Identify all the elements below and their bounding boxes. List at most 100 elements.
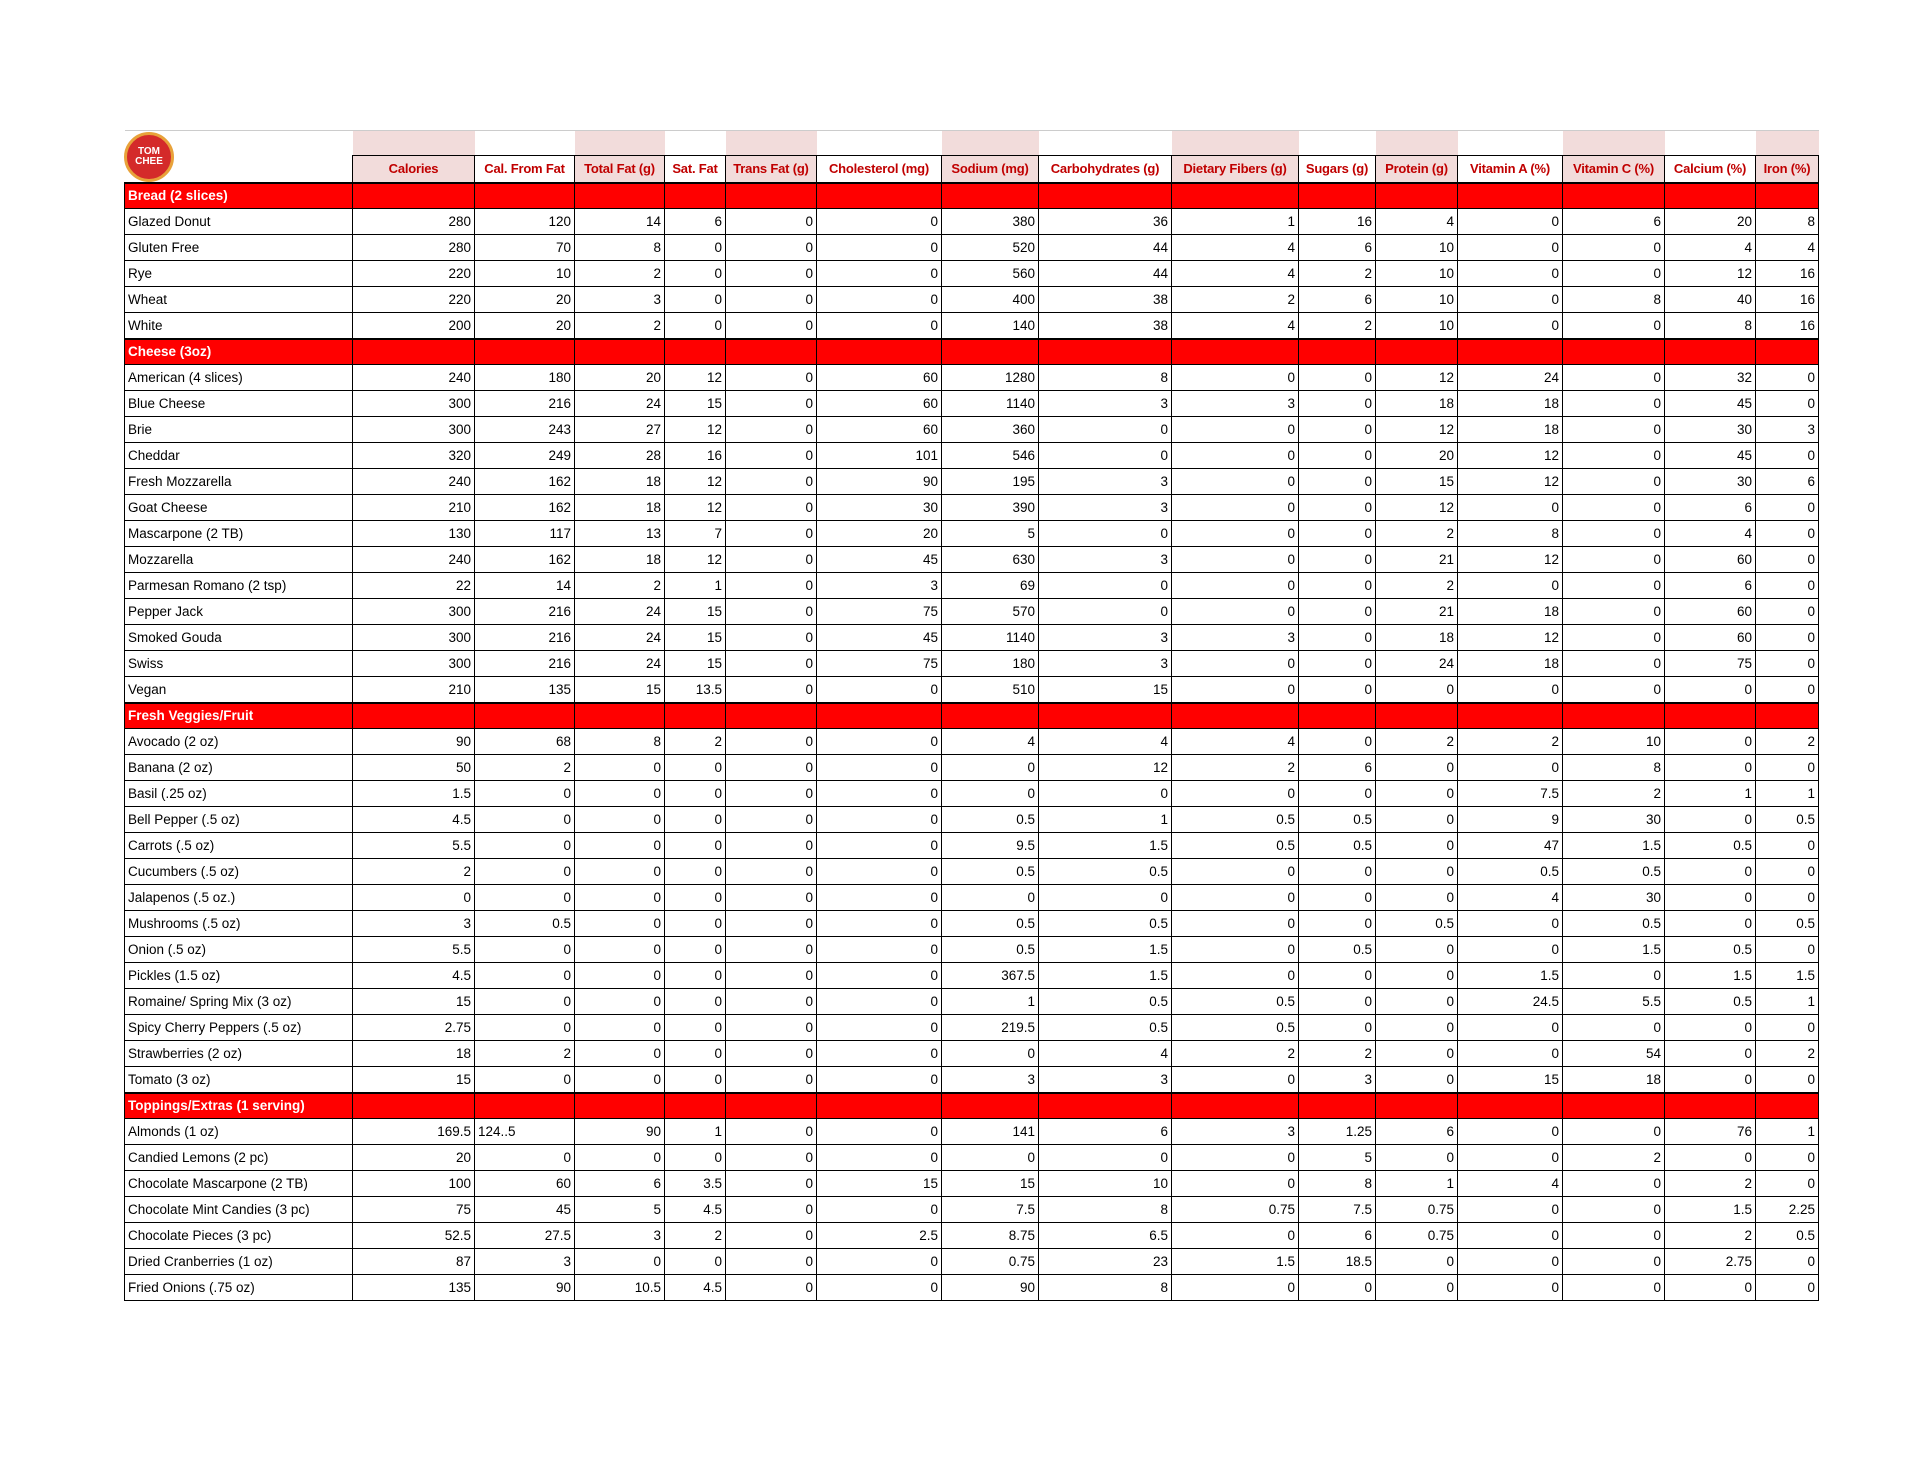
- value-cell: 0: [1755, 754, 1819, 781]
- value-cell: 5: [1298, 1144, 1376, 1171]
- value-cell: 2: [1171, 286, 1299, 313]
- value-cell: 2: [574, 572, 665, 599]
- section-cell: [1375, 701, 1458, 729]
- value-cell: 0: [1562, 364, 1665, 391]
- value-cell: 0: [574, 936, 665, 963]
- value-cell: 12: [1457, 468, 1563, 495]
- value-cell: 1: [941, 988, 1039, 1015]
- item-name: Chocolate Mint Candies (3 pc): [124, 1196, 353, 1223]
- value-cell: 16: [1755, 286, 1819, 313]
- value-cell: 52.5: [352, 1222, 475, 1249]
- value-cell: 2: [1375, 520, 1458, 547]
- value-cell: 240: [352, 364, 475, 391]
- value-cell: 16: [1755, 260, 1819, 287]
- value-cell: 220: [352, 286, 475, 313]
- value-cell: 18: [1457, 390, 1563, 417]
- item-name: Fried Onions (.75 oz): [124, 1274, 353, 1301]
- value-cell: 0: [941, 884, 1039, 911]
- value-cell: 0: [1171, 520, 1299, 547]
- value-cell: 18: [1375, 390, 1458, 417]
- value-cell: 0: [725, 1170, 817, 1197]
- section-header-row: Fresh Veggies/Fruit: [124, 701, 1819, 729]
- value-cell: 0: [816, 312, 942, 339]
- value-cell: 0: [1755, 546, 1819, 573]
- value-cell: 5.5: [352, 936, 475, 963]
- value-cell: 8: [1038, 1196, 1172, 1223]
- value-cell: 20: [352, 1144, 475, 1171]
- value-cell: 0: [1298, 442, 1376, 469]
- item-name: Spicy Cherry Peppers (.5 oz): [124, 1014, 353, 1041]
- value-cell: 0: [1171, 676, 1299, 703]
- value-cell: 2: [474, 1040, 575, 1067]
- value-cell: 0: [725, 988, 817, 1015]
- section-cell: [1375, 1091, 1458, 1119]
- value-cell: 27.5: [474, 1222, 575, 1249]
- value-cell: 0: [1755, 884, 1819, 911]
- value-cell: 0: [1298, 910, 1376, 937]
- value-cell: 0: [1562, 1014, 1665, 1041]
- table-row: Fresh Mozzarella 240 162 18 12 0 90 195 3 0 0 15 12 0…: [124, 468, 1819, 495]
- value-cell: 21: [1375, 546, 1458, 573]
- value-cell: 0: [1038, 520, 1172, 547]
- header-spacer-cell: [1457, 130, 1563, 156]
- value-cell: 1140: [941, 624, 1039, 651]
- value-cell: 0: [1664, 1144, 1756, 1171]
- value-cell: 0: [1755, 936, 1819, 963]
- value-cell: 0: [1755, 364, 1819, 391]
- value-cell: 0: [1755, 390, 1819, 417]
- value-cell: 162: [474, 546, 575, 573]
- section-cell: [1457, 337, 1563, 365]
- value-cell: 0.5: [1755, 1222, 1819, 1249]
- value-cell: 0.5: [1755, 806, 1819, 833]
- value-cell: 0: [1755, 1014, 1819, 1041]
- header-spacer-cell: [1375, 130, 1458, 156]
- value-cell: 0: [816, 234, 942, 261]
- value-cell: 0: [1298, 884, 1376, 911]
- value-cell: 6: [1375, 1118, 1458, 1145]
- value-cell: 0: [1664, 884, 1756, 911]
- item-name: Basil (.25 oz): [124, 780, 353, 807]
- value-cell: 1.5: [1664, 962, 1756, 989]
- value-cell: 0.75: [1171, 1196, 1299, 1223]
- value-cell: 0: [725, 494, 817, 521]
- value-cell: 0: [1562, 650, 1665, 677]
- value-cell: 0.75: [1375, 1222, 1458, 1249]
- value-cell: 0: [725, 1196, 817, 1223]
- table-row: Blue Cheese 300 216 24 15 0 60 1140 3 3 0 18 18 0 45 0: [124, 390, 1819, 417]
- value-cell: 4: [1664, 234, 1756, 261]
- value-cell: 0: [1755, 572, 1819, 599]
- section-cell: [816, 1091, 942, 1119]
- value-cell: 12: [1375, 416, 1458, 443]
- value-cell: 0: [574, 1066, 665, 1093]
- value-cell: 240: [352, 468, 475, 495]
- column-header: Iron (%): [1755, 155, 1819, 183]
- value-cell: 0: [1457, 754, 1563, 781]
- value-cell: 0: [1171, 910, 1299, 937]
- value-cell: 0: [725, 858, 817, 885]
- table-row: Cucumbers (.5 oz) 2 0 0 0 0 0 0.5 0.5 0 0 0 0.5 0.5 0 0: [124, 858, 1819, 885]
- value-cell: 10: [1375, 260, 1458, 287]
- value-cell: 0: [725, 520, 817, 547]
- value-cell: 60: [816, 416, 942, 443]
- value-cell: 0: [664, 832, 726, 859]
- value-cell: 0: [1171, 1144, 1299, 1171]
- value-cell: 8: [1755, 208, 1819, 235]
- item-name: Goat Cheese: [124, 494, 353, 521]
- value-cell: 9: [1457, 806, 1563, 833]
- value-cell: 280: [352, 208, 475, 235]
- value-cell: 0: [574, 988, 665, 1015]
- value-cell: 0: [664, 754, 726, 781]
- value-cell: 0.5: [1298, 936, 1376, 963]
- section-cell: [664, 337, 726, 365]
- section-cell: [1562, 701, 1665, 729]
- column-header: Carbohydrates (g): [1038, 155, 1172, 183]
- value-cell: 12: [664, 546, 726, 573]
- table-row: Avocado (2 oz) 90 68 8 2 0 0 4 4 4 0 2 2 10 0 2: [124, 728, 1819, 755]
- value-cell: 68: [474, 728, 575, 755]
- value-cell: 0: [664, 1066, 726, 1093]
- value-cell: 2: [352, 858, 475, 885]
- value-cell: 390: [941, 494, 1039, 521]
- value-cell: 0: [1038, 1144, 1172, 1171]
- value-cell: 300: [352, 624, 475, 651]
- value-cell: 220: [352, 260, 475, 287]
